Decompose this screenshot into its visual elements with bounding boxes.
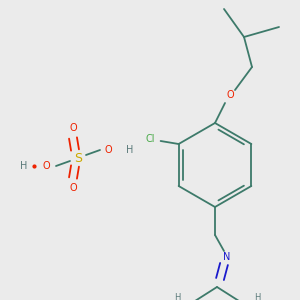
Text: O: O: [42, 161, 50, 171]
Text: H: H: [254, 292, 260, 300]
Text: H: H: [174, 292, 180, 300]
Text: O: O: [104, 145, 112, 155]
Text: N: N: [223, 252, 231, 262]
Text: H: H: [20, 161, 28, 171]
Text: O: O: [69, 123, 77, 133]
Text: O: O: [69, 183, 77, 193]
Text: S: S: [74, 152, 82, 164]
Text: Cl: Cl: [146, 134, 155, 144]
Text: O: O: [226, 90, 234, 100]
Text: H: H: [126, 145, 134, 155]
